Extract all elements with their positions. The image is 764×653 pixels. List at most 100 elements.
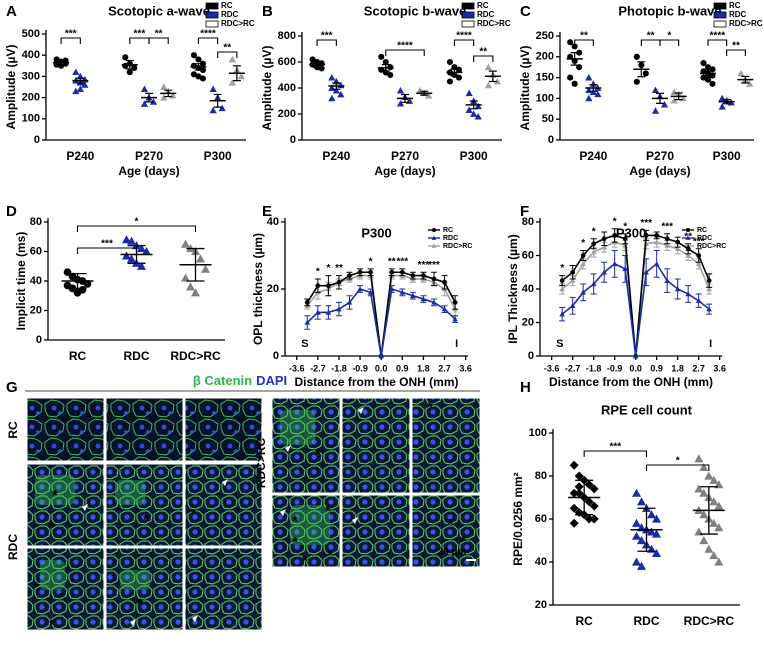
significance-label: ** [335,263,343,274]
data-point [714,501,724,510]
data-point [633,78,640,85]
data-point [622,266,628,272]
data-point [632,557,641,566]
x-axis-label: Age (days) [118,164,179,178]
data-point [228,55,236,63]
data-point [737,69,745,77]
data-point [127,254,136,263]
error-bar [145,92,153,103]
data-point [336,306,342,312]
significance-label: ** [388,257,396,268]
micrograph-tile [271,397,341,494]
data-point [706,286,712,292]
arrowhead [352,517,358,524]
x-tick-label: 3.6 [713,363,726,373]
data-point [186,282,195,291]
asterisk: * [325,503,331,519]
data-point [201,264,210,273]
data-point [574,471,584,481]
data-point [149,98,158,105]
data-point [567,74,574,81]
x-tick-label: -1.8 [331,363,347,373]
asterisk: * [137,596,143,612]
y-tick-label: 600 [278,56,296,68]
micrograph-tile [184,547,263,631]
data-point [632,353,639,359]
y-tick-label: 50 [542,113,554,125]
data-point [569,302,576,308]
data-point [199,75,206,82]
data-point [699,536,709,545]
significance-label: * [316,267,320,278]
data-point [709,518,719,527]
significance-label: **** [397,41,413,52]
error-bar [313,61,322,68]
data-point [346,299,353,305]
data-point [700,59,707,67]
x-tick-label: RDC [124,349,150,363]
data-point [569,277,576,283]
significance-label: **** [710,31,726,42]
data-point [652,529,661,538]
chart-title: Scotopic a-wave [108,3,210,18]
data-point [72,87,80,95]
micrograph-tile [341,494,411,568]
stain-cluster [115,480,145,505]
legend-label: RDC [221,10,239,19]
legend-swatch [713,20,727,28]
data-point [368,269,374,275]
data-point [315,283,321,289]
data-point [474,113,482,120]
error-bar [741,75,750,84]
data-point [122,235,131,244]
arrowhead [358,407,364,414]
x-tick-label: -2.7 [565,363,581,373]
y-tick-label: 0 [528,350,534,362]
y-tick-label: 20 [522,316,534,328]
significance-bracket [726,49,746,56]
panel-letter: H [520,379,531,396]
scale-bar-label: 20 µm [438,547,467,558]
data-point [122,251,131,260]
significance-label: **** [456,31,472,42]
legend-marker [431,235,437,240]
significance-label: *** [321,31,333,42]
x-tick-label: -1.8 [586,363,602,373]
y-axis-label: Amplitude (µV) [518,46,532,131]
data-point [357,286,363,292]
data-point [632,488,641,497]
data-point [199,60,206,67]
stain-cluster [35,475,75,505]
data-point [410,273,416,278]
asterisk: * [49,617,55,633]
data-point [484,81,492,89]
significance-label: ** [223,43,231,54]
legend-label: RC [729,1,741,10]
data-point [647,527,656,536]
x-axis-label: Age (days) [374,164,435,178]
y-tick-label: 40 [30,275,42,287]
significance-label: ** [647,31,655,42]
x-tick-label: 1.8 [417,363,430,373]
data-point [694,484,704,493]
legend-swatch [461,11,475,19]
arrowhead [222,479,228,486]
y-tick-label: 80 [535,470,547,482]
error-bar [381,63,390,72]
y-tick-label: 60 [522,249,534,261]
data-point [653,261,660,267]
x-tick-label: 0.9 [396,363,409,373]
data-point [714,557,724,566]
error-bar [194,63,203,71]
y-tick-label: 800 [278,30,296,42]
significance-bracket [574,39,594,46]
data-point [706,306,712,312]
x-tick-label: 2.7 [692,363,705,373]
panel-letter: C [520,3,531,20]
asterisk: * [52,487,58,503]
x-tick-label: 3.6 [459,363,472,373]
data-point [674,246,681,252]
panel-letter: E [262,203,272,220]
data-point [589,514,599,524]
